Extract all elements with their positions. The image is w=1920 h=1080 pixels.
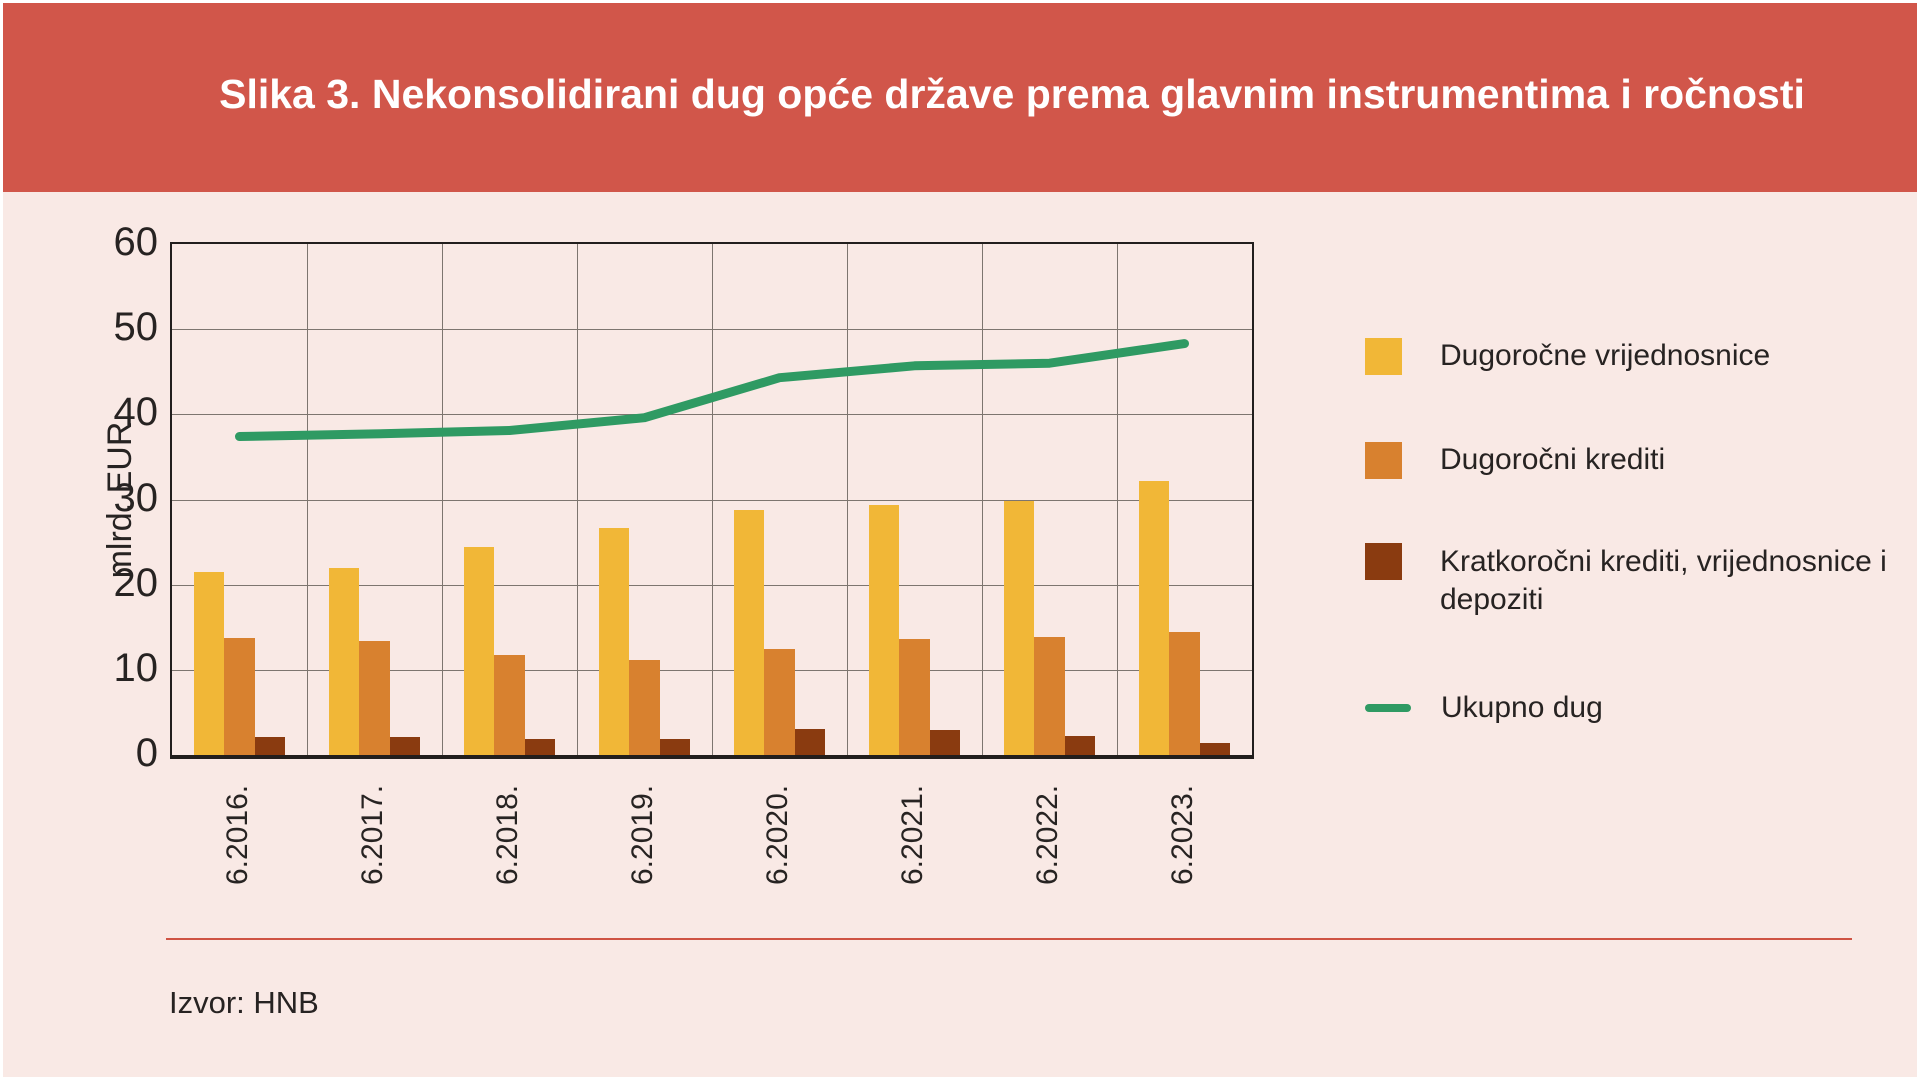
- v-gridline: [712, 244, 713, 755]
- legend-item: Dugoročni krediti: [1365, 441, 1665, 479]
- legend-item: Dugoročne vrijednosnice: [1365, 337, 1770, 375]
- legend-label: Dugoročne vrijednosnice: [1440, 339, 1771, 372]
- bar: [494, 654, 525, 755]
- x-tick-label: 6.2021.: [895, 784, 929, 885]
- bar: [224, 638, 255, 755]
- figure-title: Slika 3. Nekonsolidirani dug opće države…: [219, 71, 1805, 117]
- y-tick-label: 50: [113, 305, 159, 350]
- x-tick-label: 6.2019.: [625, 784, 659, 885]
- bar: [733, 509, 765, 755]
- bar: [359, 640, 390, 755]
- x-tick-label: 6.2017.: [355, 784, 389, 885]
- legend-line-swatch: [1365, 704, 1411, 712]
- y-tick-label: 40: [113, 390, 159, 435]
- legend-item: Kratkoročni krediti, vrijednosnice i dep…: [1365, 543, 1905, 619]
- y-tick-label: 60: [113, 220, 159, 264]
- bar: [463, 547, 495, 755]
- y-tick-label: 10: [113, 645, 159, 690]
- legend-square-swatch: [1365, 441, 1402, 479]
- bar: [598, 528, 630, 755]
- bar: [254, 737, 286, 755]
- separator-line: [166, 938, 1852, 940]
- bar: [1034, 636, 1065, 755]
- figure-header: Slika 3. Nekonsolidirani dug opće države…: [3, 3, 1917, 192]
- bar: [764, 648, 795, 755]
- v-gridline: [307, 244, 308, 755]
- v-gridline: [982, 244, 983, 755]
- y-tick-label: 20: [113, 560, 159, 605]
- plot-area: [170, 242, 1254, 759]
- bar: [1199, 743, 1231, 755]
- bar: [1138, 480, 1170, 755]
- bar: [868, 505, 900, 755]
- y-tick-label: 30: [113, 475, 159, 520]
- v-gridline: [1117, 244, 1118, 755]
- bar: [1169, 631, 1200, 755]
- x-tick-label: 6.2020.: [760, 784, 794, 885]
- bar: [659, 738, 691, 755]
- bar: [524, 738, 556, 755]
- bar: [328, 567, 360, 755]
- source-note: Izvor: HNB: [169, 985, 319, 1020]
- bar: [389, 737, 421, 755]
- bar: [193, 571, 225, 755]
- legend-label: Ukupno dug: [1441, 691, 1603, 724]
- v-gridline: [442, 244, 443, 755]
- bar: [629, 660, 660, 755]
- bar: [899, 639, 930, 755]
- bar: [929, 730, 961, 755]
- bar: [1064, 736, 1096, 755]
- total-debt-polyline: [235, 339, 1189, 441]
- y-tick-label: 0: [135, 731, 158, 775]
- x-tick-label: 6.2022.: [1030, 784, 1064, 885]
- bar: [1003, 501, 1035, 755]
- legend-square-swatch: [1365, 543, 1402, 580]
- total-debt-line: [235, 339, 1189, 441]
- bar: [794, 729, 826, 755]
- x-tick-label: 6.2016.: [220, 784, 254, 885]
- legend-label: Kratkoročni krediti, vrijednosnice i dep…: [1440, 545, 1887, 616]
- legend-item: Ukupno dug: [1365, 689, 1603, 727]
- v-gridline: [577, 244, 578, 755]
- legend-square-swatch: [1365, 337, 1402, 375]
- x-tick-label: 6.2023.: [1165, 784, 1199, 885]
- x-tick-label: 6.2018.: [490, 784, 524, 885]
- v-gridline: [847, 244, 848, 755]
- legend-label: Dugoročni krediti: [1440, 443, 1666, 476]
